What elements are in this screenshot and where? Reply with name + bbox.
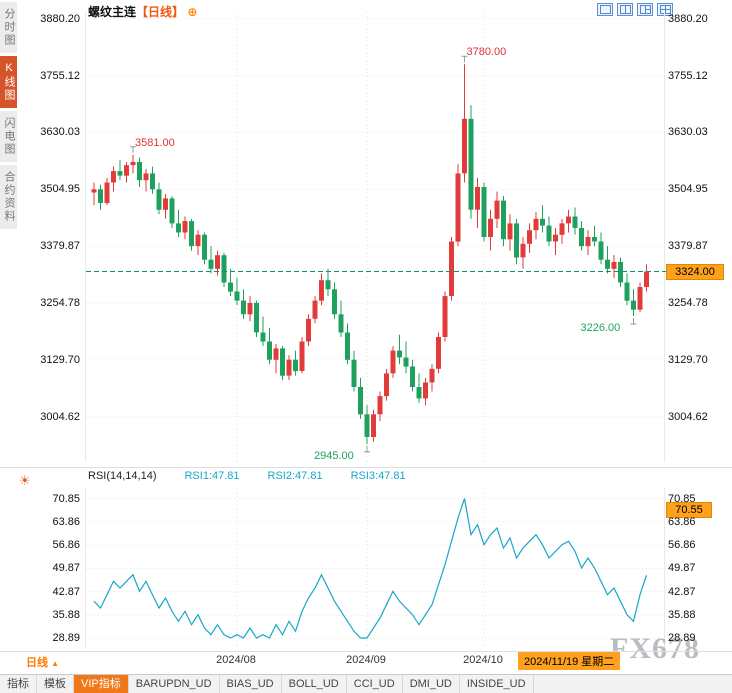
tab-boll[interactable]: BOLL_UD <box>282 675 347 693</box>
layout-two-pane-icon[interactable] <box>617 3 633 16</box>
rsi-axis-label: 70.85 <box>52 492 80 505</box>
price-axis-label: 3630.03 <box>40 126 80 139</box>
layout-three-pane-icon[interactable] <box>637 3 653 16</box>
rsi-axis-label: 63.86 <box>668 515 696 528</box>
rsi-axis-label: 35.88 <box>668 609 696 622</box>
rsi-indicator-label: RSI(14,14,14) <box>88 470 157 482</box>
rsi2-readout: RSI2:47.81 <box>267 470 323 482</box>
chart-header: 螺纹主连【日线】 ⊕ <box>88 3 197 20</box>
rsi-axis-label: 42.87 <box>52 585 80 598</box>
price-axis-label: 3129.70 <box>668 353 708 366</box>
rsi3-readout: RSI3:47.81 <box>350 470 406 482</box>
rsi-chart-svg <box>86 488 666 648</box>
price-axis-label: 3379.87 <box>668 240 708 253</box>
price-axis-label: 3880.20 <box>40 12 80 25</box>
rsi-axis-label: 35.88 <box>52 609 80 622</box>
tab-vip-indicators[interactable]: VIP指标 <box>74 675 129 693</box>
period-tag: 【日线】 <box>136 5 185 19</box>
price-axis-label: 3880.20 <box>668 12 708 25</box>
rsi-axis-label: 49.87 <box>52 562 80 575</box>
x-axis-tick: 2024/09 <box>346 654 386 666</box>
price-axis-label: 3379.87 <box>40 240 80 253</box>
tab-barupdn[interactable]: BARUPDN_UD <box>129 675 220 693</box>
x-axis-tick: 2024/10 <box>463 654 503 666</box>
symbol-name: 螺纹主连 <box>88 5 137 19</box>
indicator-settings-icon[interactable]: ☀ <box>19 473 31 488</box>
price-axis-label: 3755.12 <box>40 69 80 82</box>
rsi-axis-label: 56.86 <box>668 539 696 552</box>
layout-button-group <box>597 3 673 16</box>
tab-templates[interactable]: 模板 <box>37 675 74 693</box>
sidebar-item-lightning[interactable]: 闪电图 <box>0 111 17 162</box>
tab-dmi[interactable]: DMI_UD <box>403 675 460 693</box>
left-sidebar: 分时图 K线图 闪电图 合约资料 <box>0 2 18 229</box>
rsi-axis-label: 28.89 <box>52 632 80 645</box>
current-price-badge: 3324.00 <box>666 263 724 280</box>
sidebar-item-timeshare[interactable]: 分时图 <box>0 2 17 53</box>
tab-inside[interactable]: INSIDE_UD <box>460 675 534 693</box>
rsi-axis-label: 42.87 <box>668 585 696 598</box>
price-axis-label: 3504.95 <box>668 183 708 196</box>
rsi-axis-label: 63.86 <box>52 515 80 528</box>
layout-single-icon[interactable] <box>597 3 613 16</box>
price-axis-label: 3630.03 <box>668 126 708 139</box>
price-axis-label: 3755.12 <box>668 69 708 82</box>
rsi-axis-label: 49.87 <box>668 562 696 575</box>
price-axis-label: 3004.62 <box>668 410 708 423</box>
price-axis-label: 3004.62 <box>40 410 80 423</box>
tab-bias[interactable]: BIAS_UD <box>220 675 282 693</box>
sidebar-item-contract-info[interactable]: 合约资料 <box>0 165 17 229</box>
rsi-value-badge: 70.55 <box>666 501 712 518</box>
rsi1-readout: RSI1:47.81 <box>184 470 240 482</box>
tab-cci[interactable]: CCI_UD <box>347 675 403 693</box>
layout-grid-icon[interactable] <box>657 3 673 16</box>
xaxis-divider <box>0 651 732 652</box>
price-axis-label: 3254.78 <box>40 297 80 309</box>
candlestick-chart[interactable] <box>85 12 666 462</box>
tab-indicators[interactable]: 指标 <box>0 675 37 693</box>
current-date-badge: 2024/11/19 星期二 <box>518 652 621 670</box>
sidebar-item-kline[interactable]: K线图 <box>0 56 17 108</box>
price-axis-label: 3504.95 <box>40 183 80 196</box>
period-selector[interactable]: 日线 ▲ <box>26 657 59 669</box>
panel-divider <box>0 467 732 468</box>
rsi-axis-label: 56.86 <box>52 539 80 552</box>
price-chart-svg <box>86 12 666 462</box>
indicator-tabbar: 指标 模板 VIP指标 BARUPDN_UD BIAS_UD BOLL_UD C… <box>0 674 732 693</box>
add-indicator-icon[interactable]: ⊕ <box>187 5 198 19</box>
price-axis-label: 3129.70 <box>40 353 80 366</box>
x-axis-tick: 2024/08 <box>216 654 256 666</box>
watermark: FX678 <box>610 632 700 665</box>
price-axis-label: 3254.78 <box>668 297 708 309</box>
rsi-header: RSI(14,14,14) RSI1:47.81 RSI2:47.81 RSI3… <box>88 470 406 482</box>
rsi-chart[interactable] <box>85 488 666 648</box>
chevron-up-icon: ▲ <box>51 659 59 668</box>
